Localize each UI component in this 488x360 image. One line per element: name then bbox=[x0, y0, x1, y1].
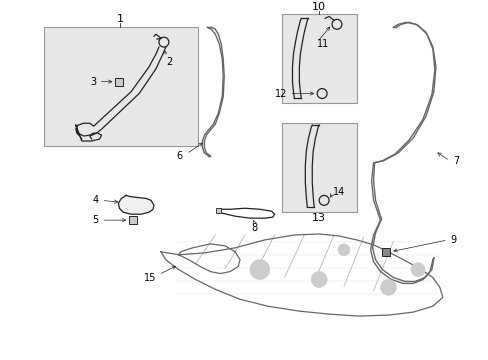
Bar bbox=[281, 123, 356, 212]
Text: 4: 4 bbox=[92, 195, 99, 205]
Bar bbox=[44, 27, 197, 146]
Text: 3: 3 bbox=[90, 77, 97, 87]
Polygon shape bbox=[118, 195, 154, 214]
Text: 10: 10 bbox=[311, 3, 325, 13]
Text: 11: 11 bbox=[317, 39, 329, 49]
Text: 13: 13 bbox=[311, 213, 325, 223]
Text: 1: 1 bbox=[117, 14, 123, 24]
Circle shape bbox=[249, 260, 269, 279]
Text: 12: 12 bbox=[275, 89, 287, 99]
Text: 2: 2 bbox=[165, 57, 172, 67]
Text: 14: 14 bbox=[332, 188, 345, 197]
Circle shape bbox=[311, 271, 326, 287]
Text: 8: 8 bbox=[251, 223, 258, 233]
Text: 7: 7 bbox=[452, 156, 458, 166]
Text: 5: 5 bbox=[92, 215, 99, 225]
Circle shape bbox=[380, 279, 395, 295]
Bar bbox=[129, 216, 137, 224]
Text: 6: 6 bbox=[176, 151, 183, 161]
Text: 15: 15 bbox=[143, 273, 156, 283]
Bar bbox=[382, 248, 389, 256]
Circle shape bbox=[337, 244, 349, 256]
Bar bbox=[281, 14, 356, 103]
Circle shape bbox=[410, 263, 424, 276]
Bar bbox=[115, 78, 123, 86]
Bar bbox=[216, 208, 221, 213]
Text: 9: 9 bbox=[450, 235, 456, 245]
